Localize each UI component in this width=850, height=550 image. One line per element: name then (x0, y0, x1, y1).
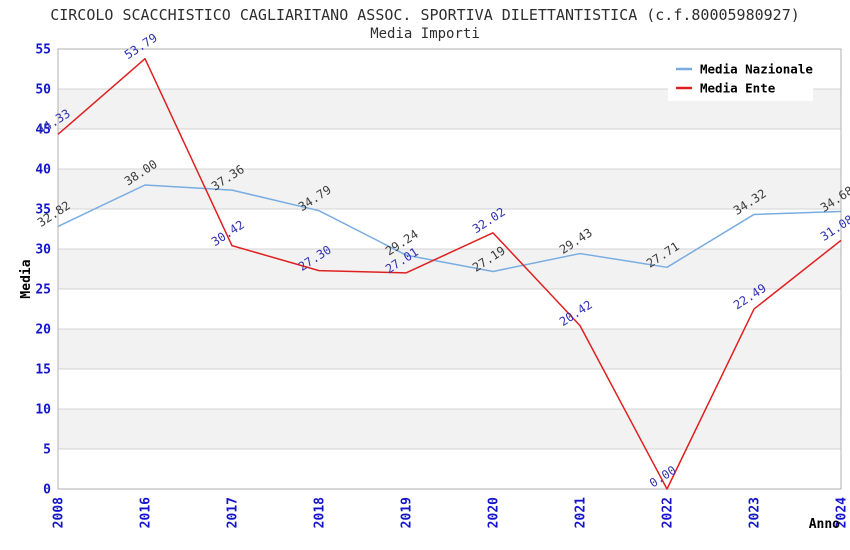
y-axis-tick-label: 45 (35, 123, 51, 138)
chart-subtitle: Media Importi (370, 26, 480, 42)
grid-band (58, 329, 841, 369)
y-axis-tick-label: 10 (35, 403, 51, 418)
x-axis-tick-label: 2019 (400, 497, 415, 528)
chart-title: CIRCOLO SCACCHISTICO CAGLIARITANO ASSOC.… (50, 6, 800, 24)
x-axis-tick-label: 2008 (52, 497, 67, 528)
legend-label: Media Ente (700, 81, 776, 96)
legend-label: Media Nazionale (700, 62, 813, 77)
data-point-label: 30.42 (209, 218, 247, 249)
x-axis-tick-label: 2021 (574, 497, 589, 528)
data-point-label: 0.00 (647, 463, 679, 490)
x-axis-tick-label: 2022 (661, 497, 676, 528)
y-axis-tick-label: 55 (35, 43, 51, 58)
y-axis-tick-label: 30 (35, 243, 51, 258)
series-line-media-ente (57, 57, 842, 490)
y-axis-tick-label: 50 (35, 83, 51, 98)
x-axis-tick-label: 2020 (487, 497, 502, 528)
y-axis-tick-label: 25 (35, 283, 51, 298)
data-point-label: 20.42 (557, 298, 595, 329)
y-axis-tick-label: 0 (43, 483, 51, 498)
grid-band (58, 169, 841, 209)
y-axis-tick-label: 40 (35, 163, 51, 178)
x-axis-title: Anno (809, 517, 840, 532)
y-axis-title: Media (19, 259, 34, 298)
x-axis-tick-label: 2023 (748, 497, 763, 528)
x-axis-tick-label: 2024 (835, 497, 850, 528)
x-axis-tick-label: 2017 (226, 497, 241, 528)
grid-band (58, 409, 841, 449)
y-axis-tick-label: 15 (35, 363, 51, 378)
series-line-media-nazionale (57, 184, 842, 273)
x-axis-tick-label: 2016 (139, 497, 154, 528)
y-axis-tick-label: 20 (35, 323, 51, 338)
x-axis-tick-label: 2018 (313, 497, 328, 528)
legend-box (668, 56, 813, 101)
data-point-label: 31.08 (818, 212, 850, 243)
plot-border (57, 48, 842, 490)
y-axis-tick-label: 5 (43, 443, 51, 458)
y-axis-tick-label: 35 (35, 203, 51, 218)
grid-band (58, 249, 841, 289)
data-point-label: 53.79 (122, 31, 160, 62)
